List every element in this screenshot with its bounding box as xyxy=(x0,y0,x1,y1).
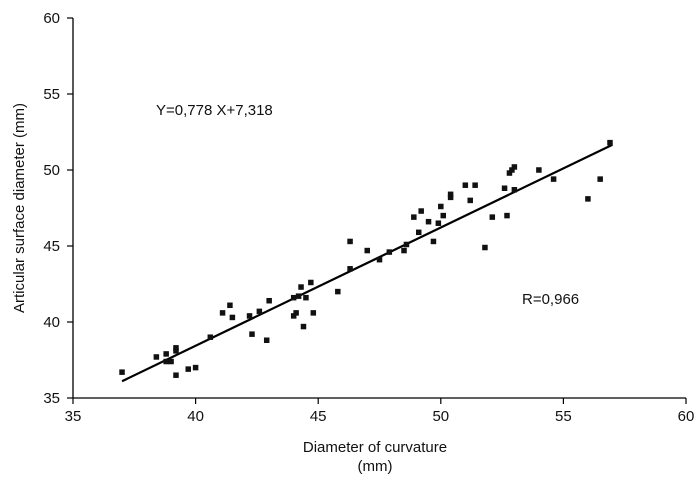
data-point xyxy=(347,238,353,245)
data-point xyxy=(411,214,417,220)
data-point xyxy=(185,366,191,372)
data-point xyxy=(536,167,542,173)
data-point xyxy=(168,358,174,365)
data-point xyxy=(585,196,591,202)
data-point xyxy=(192,364,199,371)
data-point xyxy=(415,229,422,236)
equation-annotation: Y=0,778 X+7,318 xyxy=(156,102,273,119)
data-point xyxy=(290,294,297,301)
data-point xyxy=(511,164,518,170)
data-point xyxy=(425,218,432,225)
data-point xyxy=(403,241,410,248)
y-tick-label-60: 60 xyxy=(43,10,60,27)
data-point xyxy=(293,310,299,316)
data-point xyxy=(386,249,393,255)
y-tick-label-45: 45 xyxy=(43,238,60,255)
data-point xyxy=(300,323,307,330)
r-value-annotation: R=0,966 xyxy=(522,291,579,308)
y-tick-label-35: 35 xyxy=(43,390,60,407)
data-point xyxy=(229,314,236,321)
data-point xyxy=(249,331,255,337)
x-tick-label-60: 60 xyxy=(678,408,695,425)
data-point xyxy=(482,244,488,251)
data-point xyxy=(430,238,437,245)
data-point xyxy=(295,293,302,299)
data-point xyxy=(335,288,341,295)
data-point xyxy=(504,212,510,219)
x-tick-label-45: 45 xyxy=(310,408,327,425)
data-point xyxy=(607,139,613,146)
x-tick-label-40: 40 xyxy=(187,408,204,425)
data-point xyxy=(310,310,317,316)
data-point xyxy=(266,297,272,304)
data-point xyxy=(364,247,370,254)
x-axis-title-line1: Diameter of curvature xyxy=(303,439,447,456)
data-point xyxy=(303,294,309,301)
data-point xyxy=(119,369,125,375)
tick-labels: 35 40 45 50 55 60 35 40 45 50 55 60 xyxy=(43,10,694,425)
data-point xyxy=(511,187,518,193)
tick-marks xyxy=(67,17,687,404)
data-point xyxy=(263,337,270,343)
data-point xyxy=(163,358,169,365)
data-point xyxy=(472,182,478,188)
data-point xyxy=(597,176,603,182)
data-point xyxy=(550,176,557,182)
data-point xyxy=(447,194,454,201)
data-point xyxy=(256,308,263,315)
data-point xyxy=(489,214,496,220)
data-point xyxy=(376,256,383,263)
data-point xyxy=(447,191,454,198)
data-point xyxy=(246,313,253,319)
data-point xyxy=(418,208,424,214)
data-point xyxy=(219,310,226,316)
data-point xyxy=(501,185,508,191)
data-point xyxy=(308,279,314,286)
regression-line xyxy=(121,143,613,383)
data-point xyxy=(207,334,214,340)
data-point xyxy=(347,266,353,272)
axes xyxy=(72,18,686,399)
data-point xyxy=(506,170,513,176)
data-point xyxy=(462,182,469,188)
data-point xyxy=(163,351,169,357)
data-point xyxy=(290,313,297,319)
data-point xyxy=(435,220,442,226)
x-tick-label-55: 55 xyxy=(555,408,572,425)
data-point xyxy=(227,302,233,309)
data-point xyxy=(401,247,407,254)
data-point xyxy=(298,284,304,290)
y-tick-label-50: 50 xyxy=(43,162,60,179)
data-points xyxy=(119,139,613,378)
data-point xyxy=(173,345,179,351)
data-point xyxy=(153,354,160,360)
x-axis-title-line2: (mm) xyxy=(358,458,393,475)
data-point xyxy=(509,167,515,173)
data-point xyxy=(173,372,179,378)
data-point xyxy=(467,197,473,204)
y-tick-label-55: 55 xyxy=(43,86,60,103)
regression-line-group xyxy=(121,143,613,383)
data-point xyxy=(438,203,444,210)
y-axis-title: Articular surface diameter (mm) xyxy=(11,103,28,313)
data-point xyxy=(440,212,447,219)
data-point xyxy=(173,348,179,354)
x-tick-label-50: 50 xyxy=(432,408,449,425)
x-tick-label-35: 35 xyxy=(65,408,82,425)
y-tick-label-40: 40 xyxy=(43,314,60,331)
